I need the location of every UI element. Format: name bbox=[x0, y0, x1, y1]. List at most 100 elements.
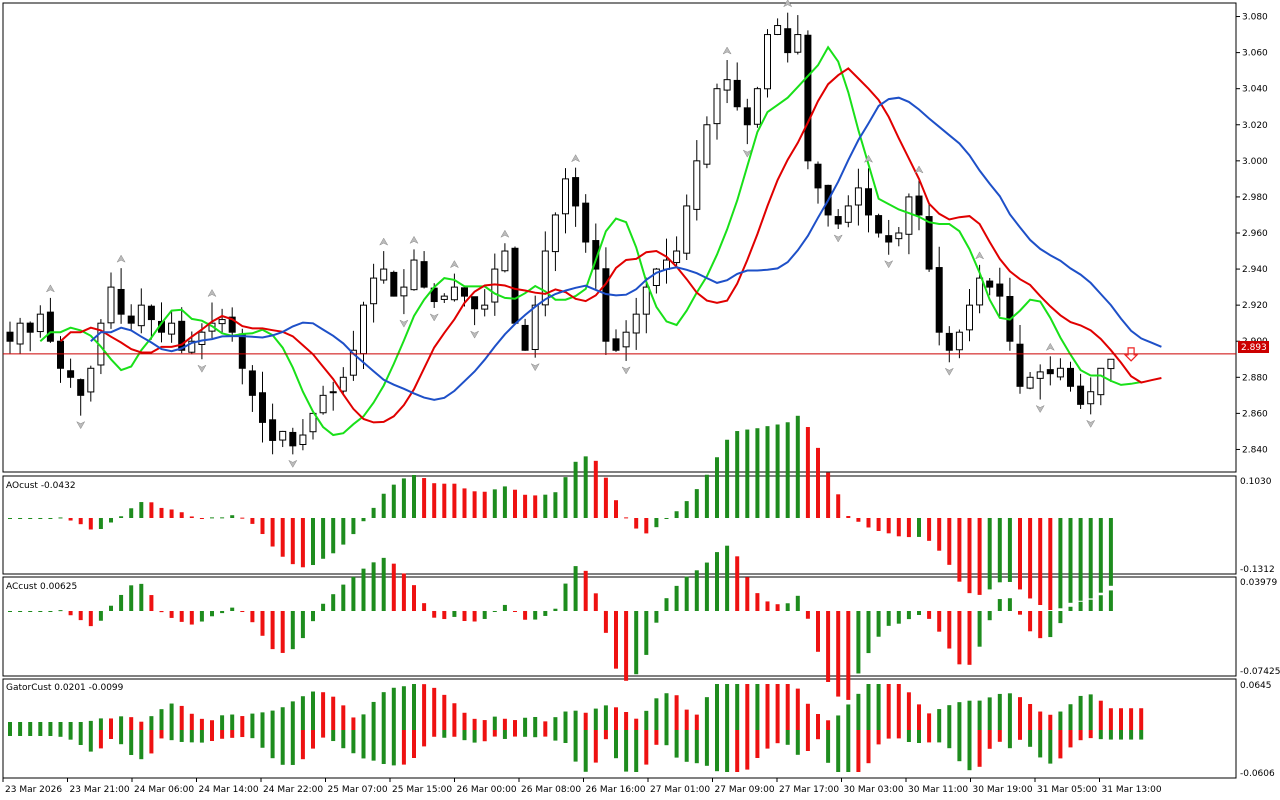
ac-bar bbox=[674, 585, 679, 611]
ac-bar bbox=[886, 611, 891, 626]
ac-bar bbox=[543, 611, 548, 616]
ac-bar bbox=[987, 611, 992, 621]
candle-body bbox=[986, 280, 994, 288]
ac-bar bbox=[947, 611, 952, 649]
gator-lower-bar bbox=[452, 730, 457, 737]
ac-bar bbox=[735, 556, 740, 611]
gator-upper-bar bbox=[513, 720, 517, 730]
gator-lower-bar bbox=[502, 730, 507, 739]
candle-body bbox=[1026, 376, 1034, 389]
ac-bar bbox=[1058, 611, 1063, 624]
ac-bar bbox=[321, 603, 326, 611]
price-tick-label: 3.040 bbox=[1242, 85, 1268, 95]
ao-bar bbox=[816, 447, 820, 518]
gator-lower-bar bbox=[311, 730, 315, 749]
fractal-down-arrow bbox=[76, 421, 86, 430]
gator-upper-bar bbox=[341, 705, 346, 730]
gator-upper-bar bbox=[129, 717, 134, 730]
gator-upper-bar bbox=[28, 722, 33, 730]
ac-bar bbox=[553, 608, 558, 611]
candle-body bbox=[6, 331, 14, 342]
gator-upper-bar bbox=[250, 713, 255, 730]
gator-lower-bar bbox=[563, 730, 568, 743]
candle-body bbox=[178, 320, 186, 351]
gator-upper-bar bbox=[1007, 693, 1012, 730]
gator-upper-bar bbox=[482, 720, 487, 730]
ao-bar bbox=[492, 489, 497, 518]
ac-bar bbox=[573, 566, 578, 611]
ac-bar bbox=[927, 611, 932, 619]
ao-bar bbox=[876, 518, 881, 531]
time-tick-label: 31 Mar 13:00 bbox=[1102, 785, 1162, 795]
candle-body bbox=[814, 163, 822, 189]
gator-upper-bar bbox=[149, 716, 154, 730]
ao-bar bbox=[1028, 518, 1033, 599]
ac-bar bbox=[795, 595, 800, 611]
candle-body bbox=[349, 349, 357, 376]
gator-lower-bar bbox=[98, 730, 103, 749]
ao-bar bbox=[624, 517, 629, 519]
gator-upper-bar bbox=[230, 714, 235, 730]
gator-lower-bar bbox=[1018, 730, 1022, 740]
candle-body bbox=[683, 205, 691, 254]
current-price-label: 2.893 bbox=[1241, 343, 1267, 353]
gator-lower-bar bbox=[674, 730, 679, 758]
gator-lower-bar bbox=[321, 730, 326, 738]
gator-upper-bar bbox=[886, 684, 891, 730]
ao-bar bbox=[260, 518, 265, 535]
ac-bar bbox=[513, 611, 517, 612]
fractal-up-arrow bbox=[863, 154, 874, 163]
ac-bar bbox=[159, 611, 164, 613]
gator-upper-bar bbox=[704, 697, 709, 730]
gator-lower-bar bbox=[846, 730, 851, 772]
ac-bar bbox=[1108, 590, 1113, 611]
ac-bar bbox=[634, 611, 639, 675]
time-tick-label: 27 Mar 01:00 bbox=[650, 785, 710, 795]
ac-bar bbox=[280, 611, 285, 653]
ao-bar bbox=[846, 516, 851, 518]
price-tick-label: 2.880 bbox=[1242, 373, 1268, 383]
ao-bar bbox=[472, 491, 477, 518]
gator-lower-bar bbox=[401, 730, 406, 765]
ao-bar bbox=[48, 518, 53, 519]
gator-lower-bar bbox=[1139, 730, 1144, 740]
gator-upper-bar bbox=[917, 704, 921, 730]
ao-bar bbox=[513, 489, 517, 518]
gator-upper-bar bbox=[805, 703, 810, 730]
ao-bar bbox=[159, 507, 164, 518]
ac-bar bbox=[38, 611, 43, 612]
candle-body bbox=[147, 305, 155, 321]
candle-body bbox=[955, 331, 963, 351]
candle-body bbox=[804, 34, 812, 162]
candle-body bbox=[652, 268, 660, 287]
gator-upper-bar bbox=[58, 722, 63, 730]
gator-lower-bar bbox=[523, 730, 528, 737]
ac-bar bbox=[816, 611, 820, 652]
time-tick-label: 31 Mar 05:00 bbox=[1037, 785, 1097, 795]
candle-body bbox=[1046, 369, 1054, 375]
price-tick-label: 2.980 bbox=[1242, 193, 1268, 203]
gator-upper-bar bbox=[8, 722, 12, 730]
gator-lower-bar bbox=[684, 730, 689, 762]
candle-body bbox=[501, 250, 509, 272]
time-tick-label: 23 Mar 21:00 bbox=[70, 785, 130, 795]
time-tick-label: 25 Mar 07:00 bbox=[328, 785, 388, 795]
price-tick-label: 3.060 bbox=[1242, 49, 1268, 59]
ac-bar bbox=[836, 611, 841, 697]
gator-lower-bar bbox=[755, 730, 760, 758]
gator-upper-bar bbox=[755, 684, 760, 730]
candle-body bbox=[945, 332, 953, 351]
gator-upper-bar bbox=[997, 693, 1002, 730]
gator-lower-bar bbox=[1058, 730, 1063, 759]
ao-bar bbox=[755, 428, 760, 518]
candle-body bbox=[259, 392, 266, 423]
gator-lower-bar bbox=[513, 730, 517, 737]
ac-bar bbox=[381, 557, 386, 611]
candle-body bbox=[885, 235, 893, 243]
gator-lower-bar bbox=[795, 730, 800, 755]
gator-upper-bar bbox=[614, 707, 618, 730]
gator-upper-bar bbox=[856, 693, 861, 730]
candle-body bbox=[289, 431, 297, 447]
ac-bar bbox=[1068, 606, 1073, 611]
